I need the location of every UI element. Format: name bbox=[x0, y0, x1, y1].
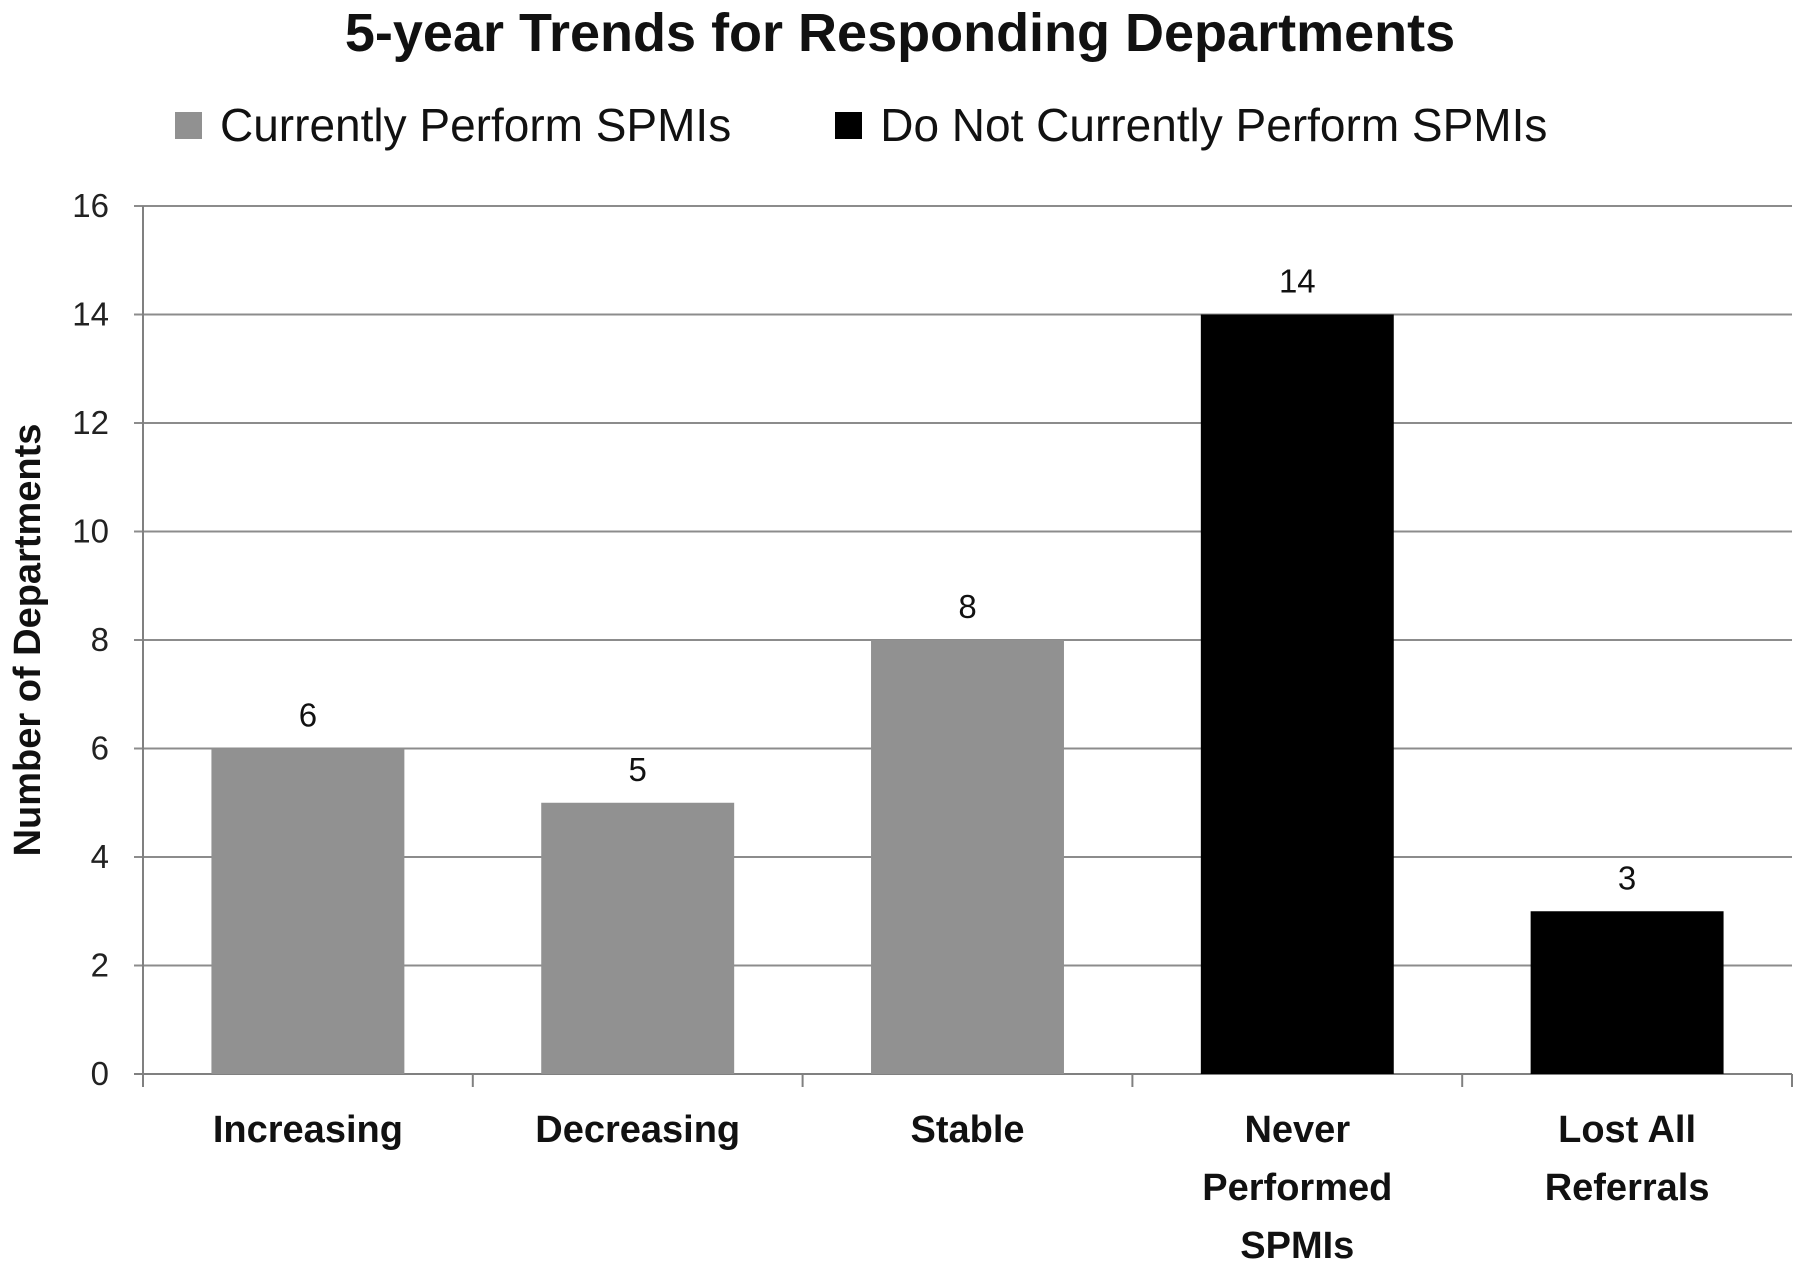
x-category-label: Stable bbox=[910, 1109, 1024, 1151]
y-tick-label: 6 bbox=[91, 730, 109, 767]
bar bbox=[211, 748, 405, 1074]
legend: Currently Perform SPMIs Do Not Currently… bbox=[175, 95, 1651, 155]
x-category-label: Lost All Referrals bbox=[1545, 1109, 1710, 1209]
x-category-label: Decreasing bbox=[535, 1109, 740, 1151]
chart-title: 5-year Trends for Responding Departments bbox=[344, 3, 1456, 63]
data-label: 14 bbox=[1279, 263, 1316, 300]
y-tick-label: 14 bbox=[72, 296, 109, 333]
legend-item-currently-perform: Currently Perform SPMIs bbox=[175, 98, 731, 152]
bar bbox=[541, 802, 735, 1074]
data-label: 5 bbox=[629, 751, 647, 788]
data-label: 6 bbox=[299, 697, 317, 734]
data-label: 8 bbox=[958, 588, 976, 625]
x-category-label: Increasing bbox=[213, 1109, 403, 1151]
y-tick-label: 16 bbox=[72, 187, 109, 224]
y-tick-label: 2 bbox=[91, 947, 109, 984]
y-axis-title: Number of Departments bbox=[7, 424, 49, 857]
x-category-label: Never Performed SPMIs bbox=[1202, 1109, 1392, 1267]
data-label: 3 bbox=[1618, 859, 1636, 896]
legend-item-do-not-perform: Do Not Currently Perform SPMIs bbox=[835, 98, 1547, 152]
legend-swatch-gray bbox=[175, 111, 202, 139]
legend-swatch-black bbox=[835, 111, 863, 139]
y-tick-label: 4 bbox=[91, 838, 109, 875]
bar bbox=[1530, 911, 1724, 1074]
y-tick-label: 12 bbox=[72, 404, 109, 441]
y-tick-label: 10 bbox=[72, 513, 109, 550]
legend-label: Do Not Currently Perform SPMIs bbox=[880, 99, 1548, 151]
y-tick-label: 8 bbox=[91, 621, 109, 658]
bar bbox=[1200, 314, 1394, 1074]
legend-label: Currently Perform SPMIs bbox=[220, 99, 732, 151]
y-tick-label: 0 bbox=[91, 1055, 109, 1092]
bar bbox=[871, 640, 1064, 1074]
